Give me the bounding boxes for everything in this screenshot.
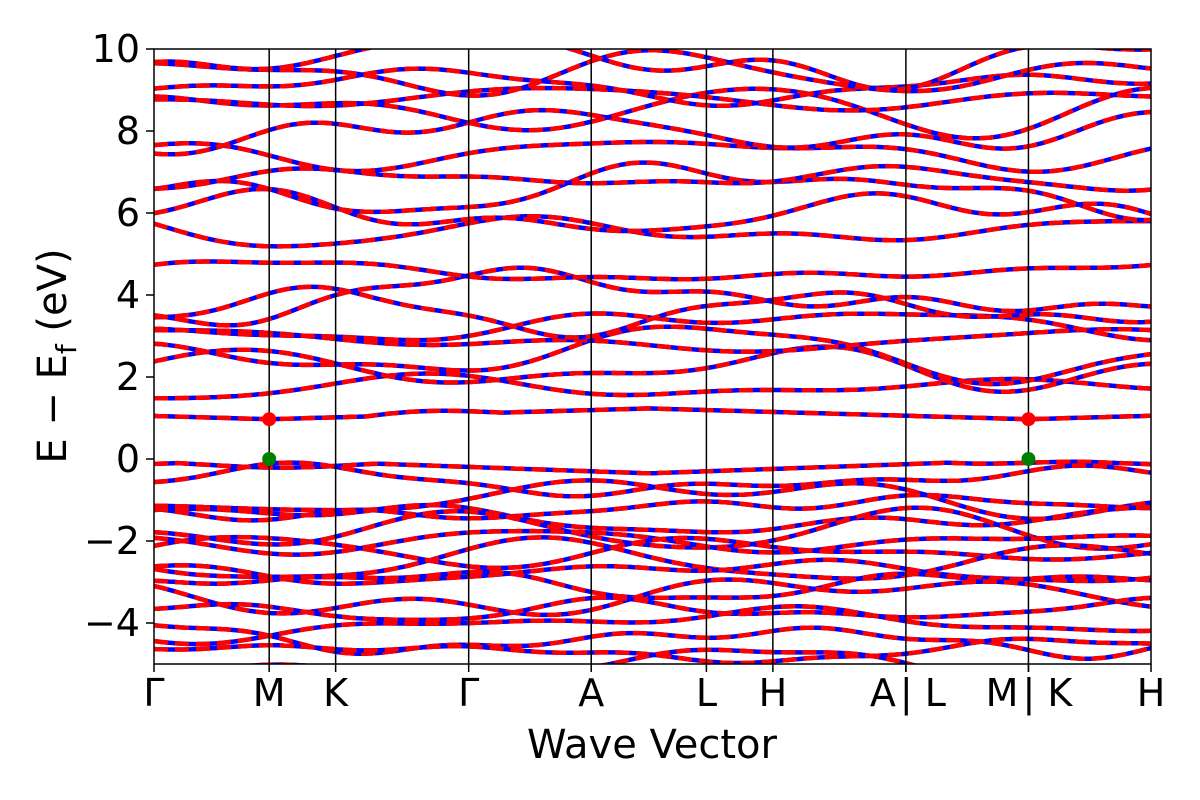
y-axis-label-prefix: E − E [30,354,76,464]
x-tick-label: H [1137,671,1166,715]
x-tick-label: Γ [458,671,479,715]
band-line-spin-up [154,604,1151,647]
y-tick-label: 6 [116,191,140,235]
band-line-spin-down [154,505,1151,551]
y-tick-label: −4 [84,601,140,645]
band-line-spin-up [154,502,1151,535]
band-line-spin-up [154,371,1151,401]
band-line-spin-down [154,186,1151,234]
band-line-spin-down [154,259,1151,282]
vbm-marker [262,452,277,466]
band-line-spin-down [154,344,1151,394]
x-tick-label: K [323,671,349,715]
vbm-marker [1021,452,1036,466]
band-line-spin-down [154,49,1151,98]
band-line-spin-down [154,284,1151,340]
x-tick-label: H [759,671,788,715]
band-line-spin-down [154,85,1151,141]
band-line-spin-up [154,478,1151,522]
band-line-spin-up [242,647,918,664]
y-axis-label-subscript: f [50,343,83,354]
band-line-spin-down [154,326,1151,354]
x-tick-label: A [870,671,896,715]
y-tick-label: 4 [116,273,140,317]
x-tick-label: Γ [143,671,164,715]
x-tick-label: M [986,671,1019,715]
y-axis-label: E − Ef (eV) [30,248,83,463]
band-line-spin-up [154,66,1151,109]
x-axis-label: Wave Vector [527,722,778,768]
band-line-spin-down [154,107,1151,157]
band-line-spin-down [154,324,1151,387]
band-line-spin-down [154,535,1151,581]
plot-background [154,49,1151,664]
y-axis-label-suffix: (eV) [30,248,76,344]
y-tick-label: 8 [116,109,140,153]
band-line-spin-up [154,595,1151,623]
bands-group [154,49,1151,664]
band-edge-markers [262,412,1036,466]
band-line-spin-down [154,214,1151,249]
band-line-spin-down [154,406,1151,422]
band-line-spin-down [154,139,1151,175]
x-tick-label: | K [1022,671,1073,716]
band-line-spin-down [154,534,1151,571]
y-tick-label: 10 [92,27,140,71]
band-line-spin-down [154,160,1151,223]
cbm-marker [1021,412,1036,427]
x-tick-label: M [253,671,286,715]
x-tick-label: L [696,671,717,715]
band-line-spin-up [154,85,1151,113]
kpoint-divider-lines [268,49,1030,664]
band-line-spin-down [154,265,1151,328]
cbm-marker [262,412,277,427]
band-line-spin-down [154,577,1151,618]
band-line-spin-down [154,459,1151,476]
plot-frame [153,48,1152,665]
y-axis-ticks: 10 8 6 4 2 0 −2 −4 [84,27,154,645]
y-tick-label: −2 [84,519,140,563]
band-line-spin-down [154,49,1151,92]
y-tick-label: 2 [116,355,140,399]
x-tick-label: A [578,671,604,715]
y-tick-label: 0 [116,437,140,481]
x-tick-label: | L [900,671,946,716]
